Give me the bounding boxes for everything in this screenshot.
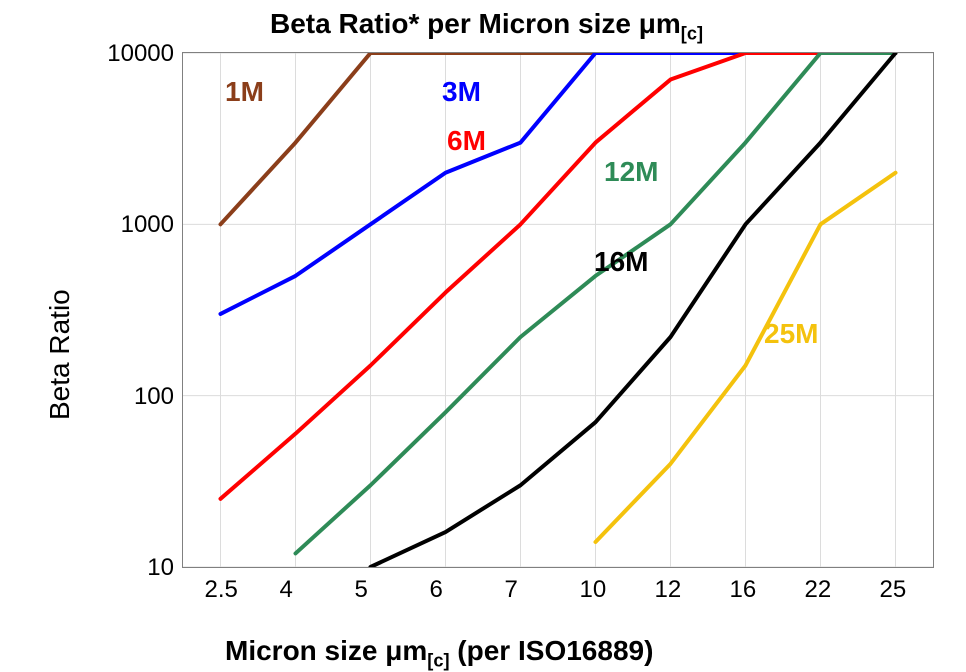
x-tick: 25 bbox=[880, 576, 907, 604]
y-tick: 1000 bbox=[121, 211, 174, 239]
lines-svg bbox=[183, 53, 933, 567]
x-tick: 7 bbox=[505, 576, 518, 604]
x-tick: 4 bbox=[280, 576, 293, 604]
x-tick: 6 bbox=[430, 576, 443, 604]
x-axis-label: Micron size μm[c] (per ISO16889) bbox=[225, 635, 653, 672]
chart-container: Beta Ratio* per Micron size μm[c] Beta R… bbox=[0, 0, 966, 662]
x-tick: 22 bbox=[805, 576, 832, 604]
x-tick: 5 bbox=[355, 576, 368, 604]
plot-area bbox=[182, 52, 934, 568]
series-16M bbox=[371, 53, 896, 567]
x-tick: 12 bbox=[655, 576, 682, 604]
series-12M bbox=[296, 53, 896, 553]
y-tick: 100 bbox=[134, 383, 174, 411]
series-25M bbox=[596, 173, 896, 542]
series-1M bbox=[221, 53, 896, 224]
chart-title: Beta Ratio* per Micron size μm[c] bbox=[270, 8, 703, 45]
x-tick: 16 bbox=[730, 576, 757, 604]
x-tick: 2.5 bbox=[205, 576, 238, 604]
y-tick: 10000 bbox=[107, 40, 174, 68]
y-axis-label: Beta Ratio bbox=[44, 289, 76, 420]
x-tick: 10 bbox=[580, 576, 607, 604]
y-tick: 10 bbox=[147, 554, 174, 582]
